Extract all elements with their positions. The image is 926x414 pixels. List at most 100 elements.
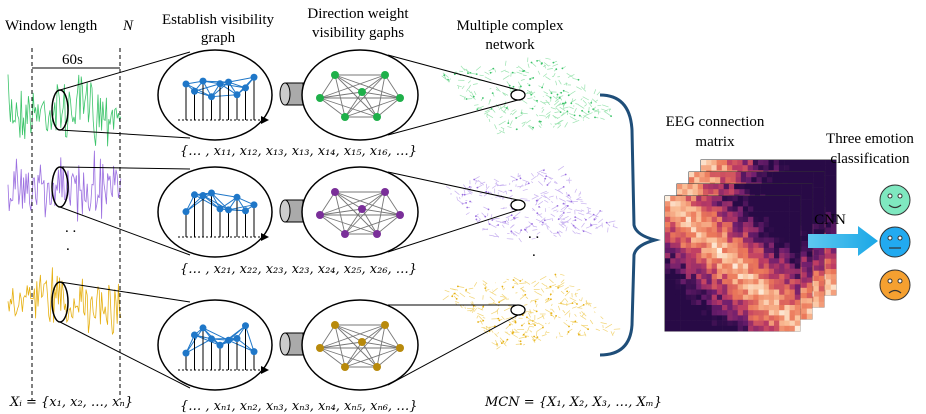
network-node (567, 205, 569, 207)
matrix-cell (819, 198, 824, 203)
matrix-cell (743, 305, 748, 310)
matrix-cell (807, 314, 812, 319)
matrix-cell (675, 212, 680, 217)
matrix-cell (795, 222, 800, 227)
network-edge (583, 97, 589, 100)
matrix-cell (745, 189, 750, 194)
matrix-cell (831, 186, 836, 191)
matrix-cell (665, 290, 670, 295)
matrix-cell (759, 295, 764, 300)
matrix-cell (814, 281, 819, 286)
matrix-cell (717, 248, 722, 253)
network-edge (583, 120, 584, 121)
matrix-cell (831, 176, 836, 181)
matrix-cell (722, 196, 727, 201)
network-edge (511, 232, 512, 233)
matrix-cell (755, 189, 760, 194)
matrix-cell (729, 184, 734, 189)
network-edge (532, 63, 537, 67)
matrix-cell (707, 300, 712, 305)
matrix-cell (681, 212, 686, 217)
network-edge (574, 226, 580, 230)
weighted-node (341, 113, 349, 121)
network-edge (473, 84, 478, 85)
matrix-cell (759, 274, 764, 279)
network-edge (464, 189, 465, 193)
matrix-cell (795, 284, 800, 289)
matrix-cell (826, 170, 831, 175)
matrix-cell (790, 274, 795, 279)
matrix-cell (790, 279, 795, 284)
graph-node (217, 205, 224, 212)
matrix-cell (779, 253, 784, 258)
matrix-cell (708, 189, 713, 194)
matrix-cell (826, 186, 831, 191)
sequence: {… , x₂₁, x₂₂, x₂₃, x₂₃, x₂₄, x₂₅, x₂₆, … (180, 262, 417, 277)
network-edge (550, 231, 553, 234)
graph-node (242, 207, 249, 214)
network-edge (576, 233, 581, 234)
matrix-cell (774, 243, 779, 248)
network-edge (483, 318, 485, 319)
matrix-cell (681, 305, 686, 310)
weighted-node (358, 338, 366, 346)
network-edge (469, 296, 475, 298)
network-edge (581, 223, 584, 227)
matrix-cell (764, 238, 769, 243)
matrix-cell (807, 184, 812, 189)
network-edge (600, 118, 604, 120)
network-edge (497, 132, 501, 134)
network-edge (580, 316, 586, 320)
matrix-cell (717, 160, 722, 165)
network-node (536, 60, 538, 62)
network-node (498, 301, 500, 303)
matrix-cell (738, 232, 743, 237)
network-edge (504, 308, 510, 311)
network-edge (582, 111, 588, 115)
matrix-cell (665, 274, 670, 279)
network-node (570, 102, 572, 104)
matrix-cell (795, 310, 800, 315)
matrix-cell (769, 248, 774, 253)
matrix-cell (826, 181, 831, 186)
network-edge (543, 96, 544, 97)
matrix-cell (774, 238, 779, 243)
network-edge (545, 219, 552, 220)
network-edge (493, 302, 499, 306)
matrix-cell (707, 206, 712, 211)
matrix-cell (802, 272, 807, 277)
matrix-cell (712, 290, 717, 295)
matrix-cell (779, 243, 784, 248)
matrix-cell (665, 206, 670, 211)
matrix-cell (774, 274, 779, 279)
weighted-node (316, 344, 324, 352)
matrix-cell (675, 258, 680, 263)
network-edge (542, 334, 547, 336)
matrix-cell (712, 222, 717, 227)
network-node (566, 291, 568, 293)
matrix-cell (681, 196, 686, 201)
network-edge (517, 72, 523, 74)
matrix-cell (727, 232, 732, 237)
network-edge (502, 223, 509, 225)
face-eye (898, 236, 902, 240)
matrix-cell (703, 189, 708, 194)
network-focus (511, 200, 525, 210)
matrix-cell (774, 321, 779, 326)
matrix-cell (717, 279, 722, 284)
matrix-cell (753, 196, 758, 201)
network-node (575, 219, 577, 221)
weighted-node (373, 230, 381, 238)
network-edge (575, 104, 578, 105)
matrix-cell (819, 255, 824, 260)
matrix-cell (732, 160, 737, 165)
matrix-cell (748, 326, 753, 331)
matrix-cell (698, 184, 703, 189)
network-node (476, 73, 478, 75)
matrix-cell (743, 217, 748, 222)
matrix-cell (696, 315, 701, 320)
matrix-cell (807, 189, 812, 194)
matrix-cell (795, 279, 800, 284)
network-edge (538, 71, 540, 75)
network-edge (460, 293, 465, 297)
